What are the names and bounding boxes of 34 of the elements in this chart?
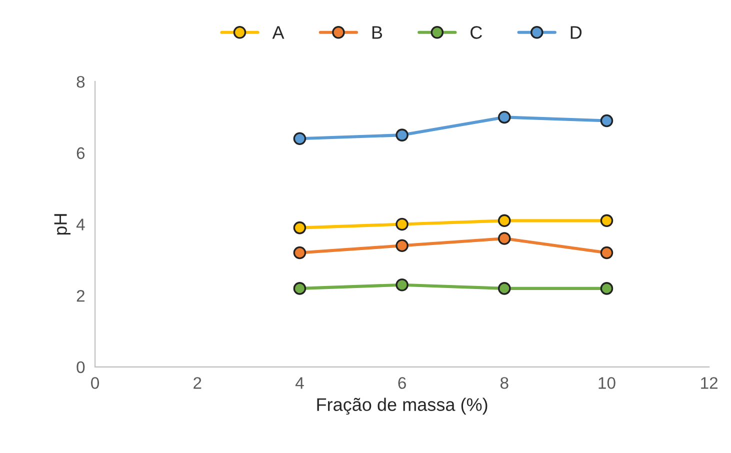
x-tick-label: 12	[701, 377, 718, 389]
point	[498, 110, 511, 124]
y-tick-label: 2	[76, 290, 84, 302]
x-tick-label: 0	[91, 377, 100, 389]
point	[396, 239, 408, 252]
legend-label: B	[372, 26, 382, 39]
point	[293, 132, 306, 146]
x-axis-title: Fração de massa (%)	[317, 398, 488, 415]
point	[600, 214, 614, 228]
x-tick-label: 6	[398, 377, 406, 389]
x-tick-label: 2	[194, 377, 202, 389]
point	[498, 214, 511, 228]
point	[293, 221, 306, 234]
y-tick-label: 8	[76, 76, 85, 88]
point	[293, 282, 306, 295]
point	[498, 232, 511, 245]
point	[600, 282, 614, 295]
point	[293, 246, 306, 260]
y-axis-title: pH	[54, 214, 70, 235]
point	[600, 114, 614, 128]
y-tick-label: 6	[76, 147, 85, 160]
point	[396, 218, 408, 231]
legend-label: D	[570, 26, 582, 39]
point	[498, 282, 511, 295]
x-tick-label: 8	[500, 377, 508, 389]
y-tick-label: 4	[76, 218, 85, 230]
legend-label: A	[272, 26, 284, 39]
legend-label: C	[470, 26, 482, 39]
x-tick-label: 4	[295, 377, 304, 389]
y-tick-label: 0	[76, 361, 85, 374]
point	[396, 278, 408, 292]
x-tick-label: 10	[598, 377, 616, 389]
point	[396, 128, 408, 142]
point	[600, 246, 614, 260]
